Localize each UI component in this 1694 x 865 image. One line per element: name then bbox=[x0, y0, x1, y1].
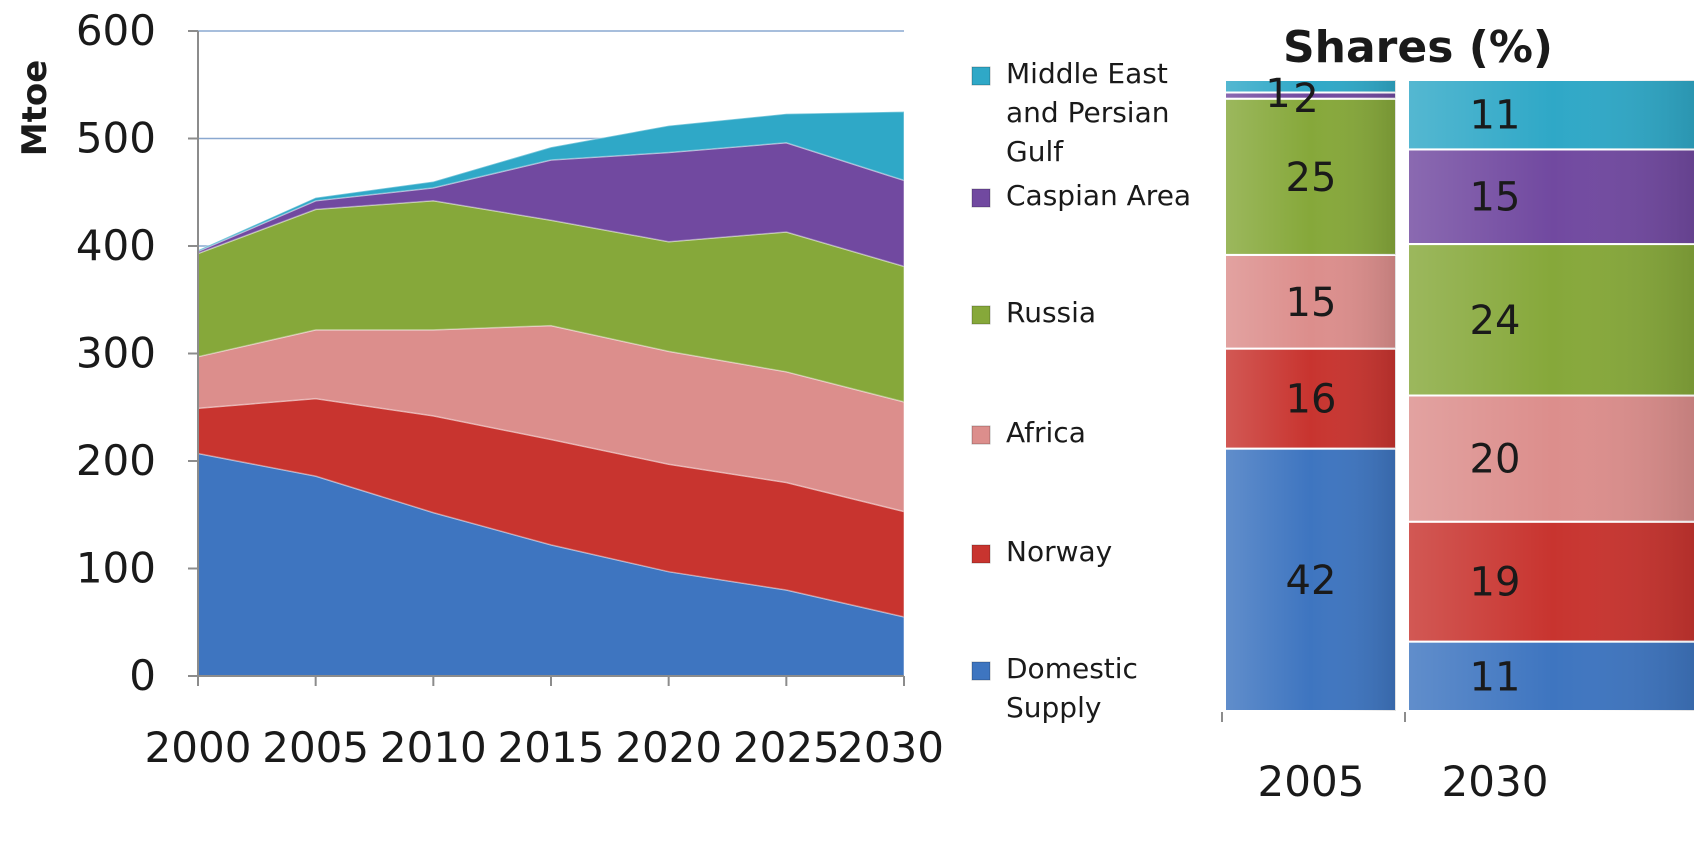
share-value-label: 16 bbox=[1286, 377, 1337, 423]
share-category-label: 2030 bbox=[1442, 757, 1549, 806]
share-value-label: 11 bbox=[1470, 654, 1521, 700]
legend-swatch bbox=[971, 305, 991, 325]
share-value-label: 2 bbox=[1293, 76, 1318, 122]
y-tick-label: 200 bbox=[76, 436, 156, 485]
share-bar-shading bbox=[1408, 521, 1694, 642]
area-series-2 bbox=[197, 324, 905, 513]
share-value-label: 1 bbox=[1265, 71, 1290, 117]
x-tick-label: 2020 bbox=[615, 723, 722, 772]
legend-label: Russia bbox=[1006, 296, 1096, 329]
share-category-label: 2005 bbox=[1258, 757, 1365, 806]
y-tick-label: 400 bbox=[76, 221, 156, 270]
share-value-label: 20 bbox=[1470, 437, 1521, 483]
share-bar-shading bbox=[1225, 92, 1396, 99]
legend-label: Middle East bbox=[1006, 57, 1168, 90]
share-bar-shading bbox=[1225, 254, 1396, 349]
x-tick-label: 2025 bbox=[733, 723, 840, 772]
legend-swatch bbox=[971, 66, 991, 86]
legend-swatch bbox=[971, 661, 991, 681]
x-tick-label: 2005 bbox=[262, 723, 369, 772]
area-series-4 bbox=[197, 142, 905, 268]
x-tick-label: 2000 bbox=[145, 723, 252, 772]
share-bar-shading bbox=[1225, 448, 1396, 711]
shares-title: Shares (%) bbox=[1283, 22, 1553, 73]
legend-label: Caspian Area bbox=[1006, 179, 1191, 212]
share-bar-shading bbox=[1408, 149, 1694, 244]
share-value-label: 42 bbox=[1286, 558, 1337, 604]
share-bar-shading bbox=[1408, 395, 1694, 522]
share-bar-shading bbox=[1225, 98, 1396, 255]
share-value-label: 15 bbox=[1470, 175, 1521, 221]
share-bar-shading bbox=[1225, 80, 1396, 93]
legend-swatch bbox=[971, 544, 991, 564]
share-value-label: 25 bbox=[1286, 155, 1337, 201]
y-axis-label: Mtoe bbox=[15, 60, 55, 157]
y-tick-label: 100 bbox=[76, 544, 156, 593]
x-tick-label: 2010 bbox=[380, 723, 487, 772]
y-tick-label: 500 bbox=[76, 114, 156, 163]
legend-label: Supply bbox=[1006, 691, 1101, 724]
legend-label: and Persian bbox=[1006, 96, 1169, 129]
share-value-label: 15 bbox=[1286, 280, 1337, 326]
legend-label: Norway bbox=[1006, 535, 1112, 568]
legend-label: Africa bbox=[1006, 416, 1086, 449]
share-bar-shading bbox=[1225, 348, 1396, 449]
share-value-label: 24 bbox=[1470, 298, 1521, 344]
legend: Middle East and Persian Gulf Caspian Area Ru… bbox=[971, 57, 1191, 724]
legend-swatch bbox=[971, 425, 991, 445]
x-tick-label: 2030 bbox=[837, 723, 944, 772]
legend-swatch bbox=[971, 188, 991, 208]
share-value-label: 11 bbox=[1470, 93, 1521, 139]
share-bar-shading bbox=[1408, 244, 1694, 396]
share-value-label: 19 bbox=[1470, 560, 1521, 606]
share-bar-shading bbox=[1408, 641, 1694, 711]
legend-label: Domestic bbox=[1006, 652, 1138, 685]
share-bar-shading bbox=[1408, 80, 1694, 150]
y-tick-label: 0 bbox=[129, 651, 156, 700]
x-tick-label: 2015 bbox=[498, 723, 605, 772]
area-series-5 bbox=[197, 110, 905, 253]
shares-bar-chart: Shares (%) 42 16 15 25 1 2 2005 11 19 20 24 15 11 2030 bbox=[1221, 22, 1694, 806]
y-tick-label: 600 bbox=[76, 6, 156, 55]
y-tick-label: 300 bbox=[76, 329, 156, 378]
legend-label: Gulf bbox=[1006, 135, 1064, 168]
